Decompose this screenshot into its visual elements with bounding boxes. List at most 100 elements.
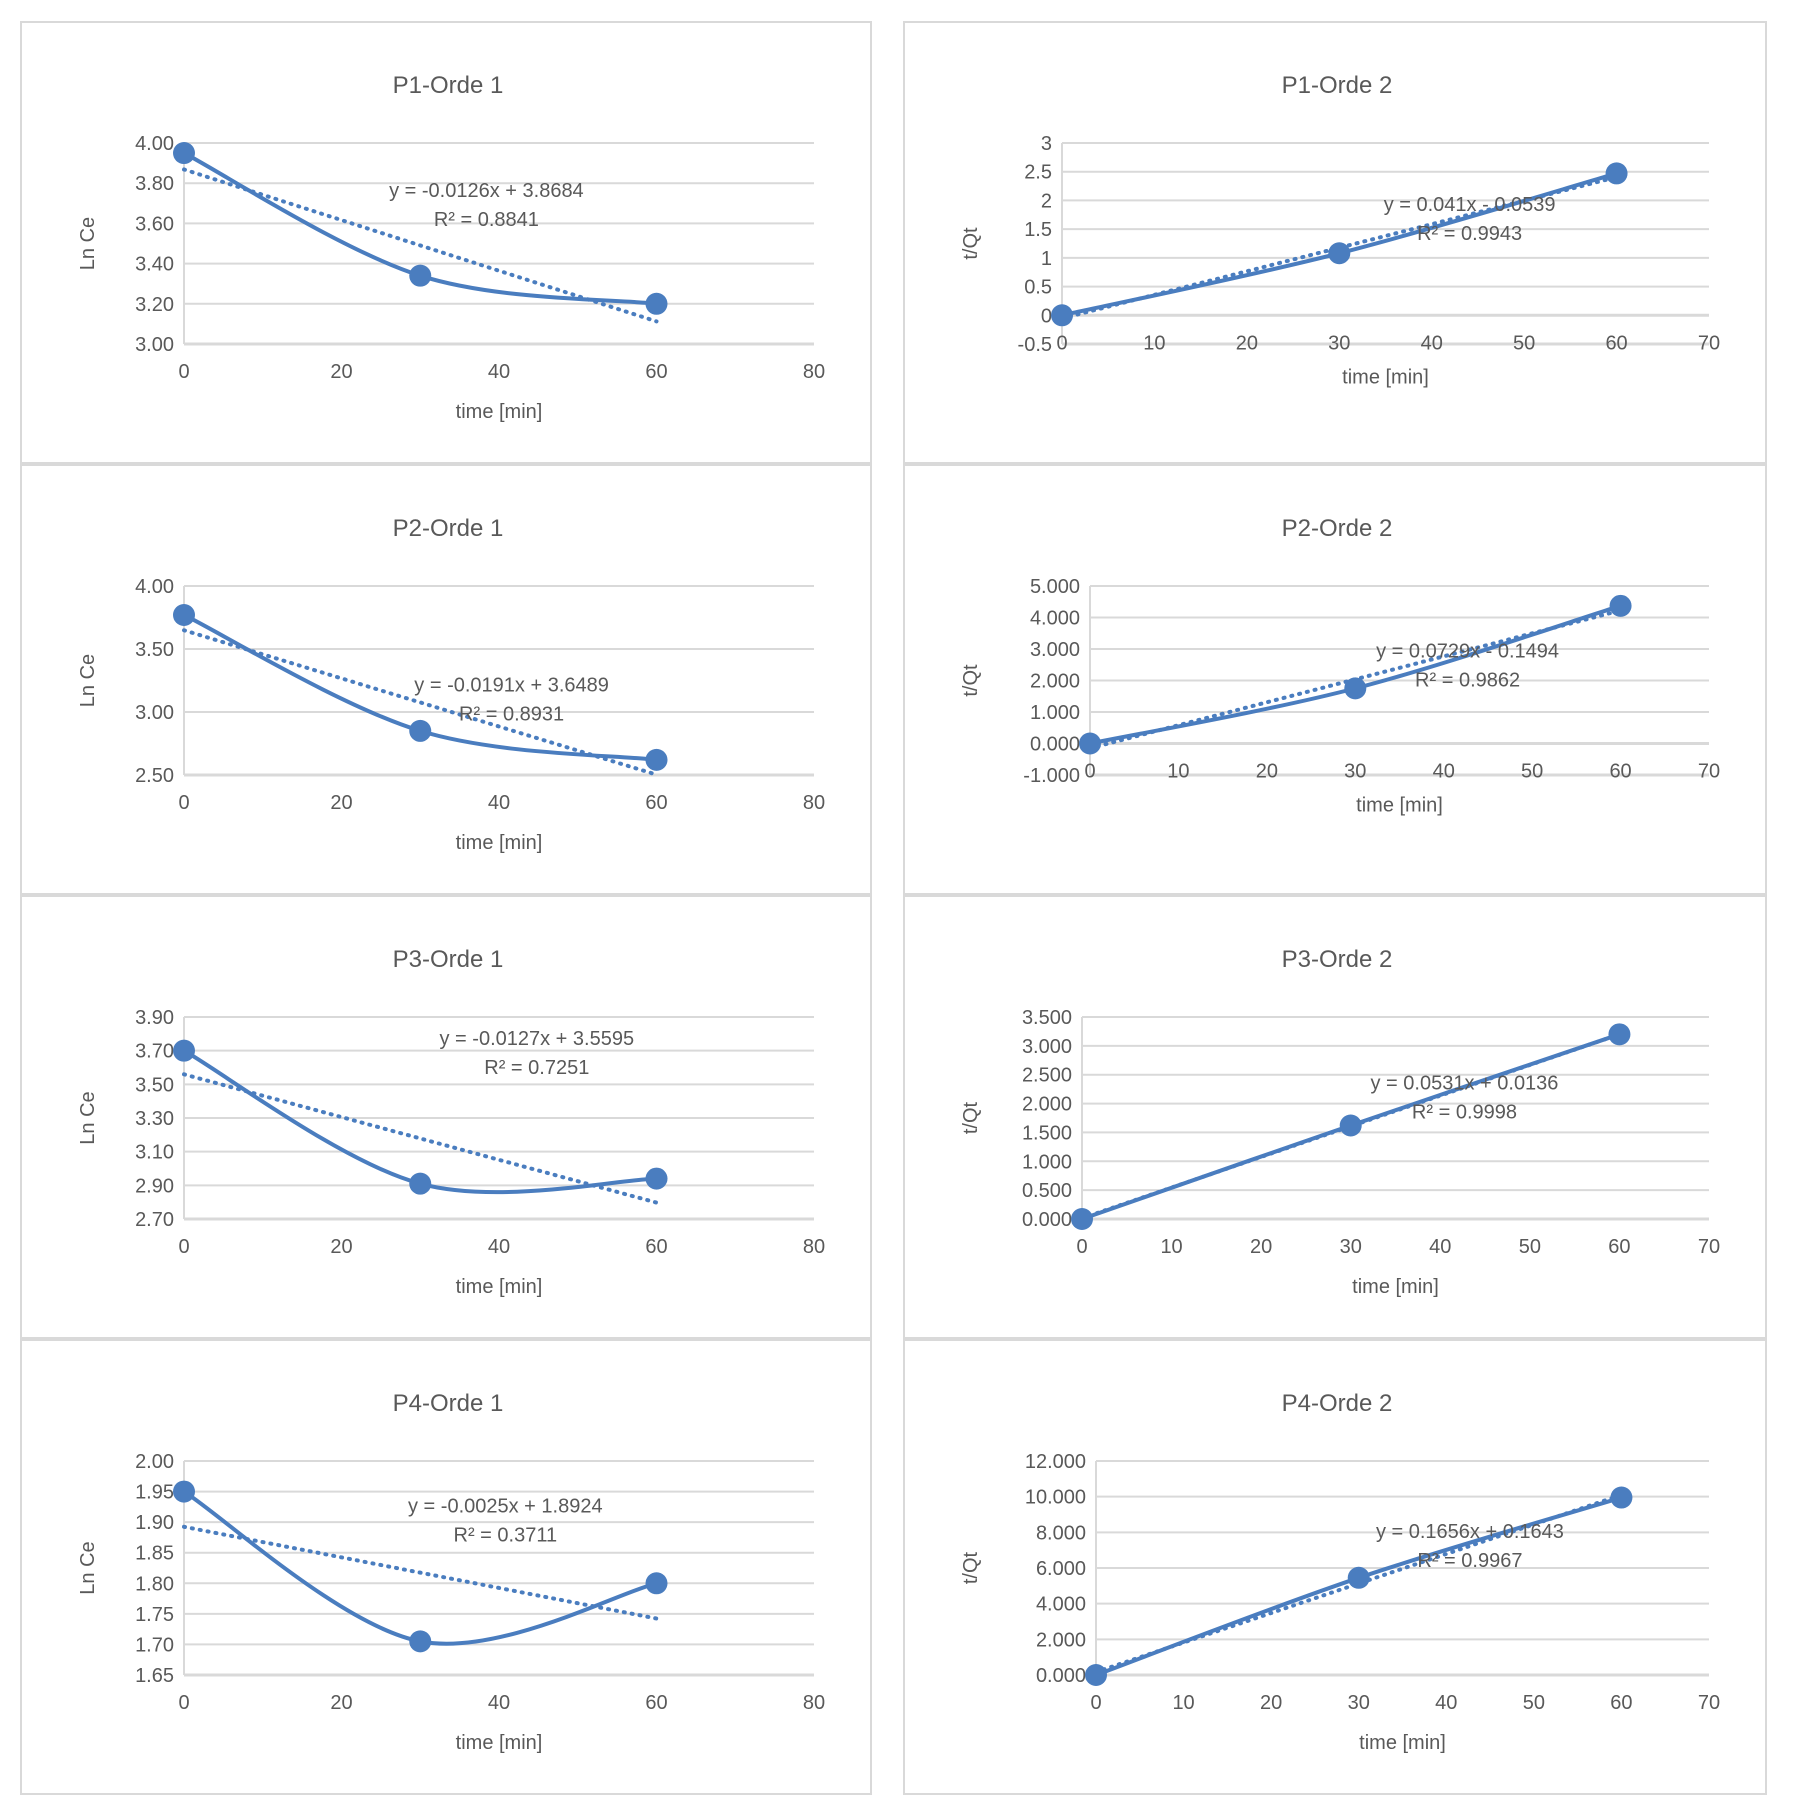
y-tick-label: 6.000 <box>1036 1558 1086 1580</box>
x-tick-label: 20 <box>1236 332 1258 354</box>
y-tick-label: 2.000 <box>1036 1629 1086 1651</box>
y-tick-label: 3 <box>1041 133 1052 155</box>
trendline-equation: y = 0.0531x + 0.0136 <box>1371 1072 1559 1094</box>
y-tick-label: 3.20 <box>135 294 174 316</box>
data-point <box>1344 677 1367 700</box>
chart-title: P4-Orde 2 <box>1282 1390 1393 1417</box>
x-tick-label: 60 <box>1609 761 1631 783</box>
data-point <box>409 1172 432 1195</box>
x-axis-title: time [min] <box>456 832 543 854</box>
data-point <box>1328 242 1351 265</box>
y-tick-label: 3.40 <box>135 254 174 276</box>
x-tick-label: 10 <box>1160 1236 1182 1258</box>
x-tick-label: 50 <box>1521 761 1543 783</box>
y-tick-label: -0.5 <box>1018 334 1052 356</box>
x-tick-label: 0 <box>1056 332 1067 354</box>
chart-panel: P1-Orde 2 -0.5 0 0.5 1 1.5 2 2.5 3 0 10 20 30 40 50 60 7… <box>903 21 1767 464</box>
x-tick-label: 50 <box>1523 1692 1545 1714</box>
x-tick-label: 80 <box>803 1692 825 1714</box>
trendline <box>182 1072 659 1205</box>
x-axis-title: time [min] <box>456 1276 543 1298</box>
trendline <box>182 628 659 777</box>
data-point <box>1347 1566 1370 1589</box>
x-tick-label: 0 <box>1084 761 1095 783</box>
y-tick-label: 2.50 <box>135 765 174 787</box>
x-tick-label: 70 <box>1698 1692 1720 1714</box>
chart-panel: P3-Orde 1 2.70 2.90 3.10 3.30 3.50 3.70 3.90 0 20… <box>20 895 872 1339</box>
y-tick-label: 5.000 <box>1030 576 1080 598</box>
y-tick-label: 0.500 <box>1022 1180 1072 1202</box>
chart-title: P1-Orde 2 <box>1282 72 1393 99</box>
x-tick-label: 40 <box>1421 332 1443 354</box>
y-tick-label: 4.00 <box>135 133 174 155</box>
x-tick-label: 10 <box>1167 761 1189 783</box>
y-tick-label: 3.00 <box>135 702 174 724</box>
x-tick-label: 0 <box>178 1692 189 1714</box>
x-tick-label: 60 <box>645 792 667 814</box>
trendline-r2: R² = 0.9862 <box>1415 669 1520 691</box>
chart-title: P4-Orde 1 <box>393 1390 504 1417</box>
trendline-r2: R² = 0.9967 <box>1417 1550 1522 1572</box>
x-axis-title: time [min] <box>1359 1732 1446 1754</box>
data-point <box>1608 1023 1631 1046</box>
x-tick-label: 80 <box>803 361 825 383</box>
trendline-r2: R² = 0.7251 <box>484 1057 589 1079</box>
y-tick-label: 1.5 <box>1024 219 1052 241</box>
y-tick-label: 1.90 <box>135 1512 174 1534</box>
y-tick-label: 0 <box>1041 305 1052 327</box>
x-axis-title: time [min] <box>1352 1276 1439 1298</box>
x-tick-label: 0 <box>178 361 189 383</box>
y-tick-label: 0.000 <box>1036 1665 1086 1687</box>
y-tick-label: 2.90 <box>135 1175 174 1197</box>
x-tick-label: 80 <box>803 792 825 814</box>
y-tick-label: 1.80 <box>135 1573 174 1595</box>
x-tick-label: 20 <box>1250 1236 1272 1258</box>
y-tick-label: 3.500 <box>1022 1007 1072 1029</box>
chart-svg: P2-Orde 1 2.50 3.00 3.50 4.00 0 20 40 60 80 time [… <box>77 515 825 854</box>
y-tick-label: 1.65 <box>135 1665 174 1687</box>
trendline-r2: R² = 0.3711 <box>454 1525 558 1547</box>
y-axis-title: t/Qt <box>960 664 982 697</box>
data-point <box>645 1572 668 1595</box>
trendline-equation: y = -0.0191x + 3.6489 <box>414 674 609 696</box>
y-tick-label: 2 <box>1041 190 1052 212</box>
trendline-r2: R² = 0.8841 <box>434 209 539 231</box>
y-tick-label: 1.95 <box>135 1482 174 1504</box>
chart-panel: P4-Orde 1 1.65 1.70 1.75 1.80 1.85 1.90 1.95 2.0… <box>20 1339 872 1795</box>
data-point <box>645 1167 668 1190</box>
y-axis-title: t/Qt <box>960 1551 982 1584</box>
chart-panel: P2-Orde 1 2.50 3.00 3.50 4.00 0 20 40 60 80 time [… <box>20 464 872 895</box>
x-axis-title: time [min] <box>1356 795 1443 817</box>
chart-svg: P3-Orde 2 0.000 0.500 1.000 1.500 2.000 2.500 3… <box>960 946 1720 1298</box>
y-tick-label: 3.000 <box>1030 639 1080 661</box>
y-tick-label: 3.70 <box>135 1041 174 1063</box>
chart-title: P3-Orde 1 <box>393 946 504 973</box>
x-tick-label: 60 <box>1605 332 1627 354</box>
x-tick-label: 50 <box>1519 1236 1541 1258</box>
x-tick-label: 60 <box>645 1692 667 1714</box>
x-axis-title: time [min] <box>456 1732 543 1754</box>
data-point <box>1610 1486 1633 1509</box>
x-tick-label: 30 <box>1348 1692 1370 1714</box>
y-tick-label: 2.000 <box>1022 1094 1072 1116</box>
x-tick-label: 20 <box>1260 1692 1282 1714</box>
y-tick-label: 1 <box>1041 248 1052 270</box>
y-tick-label: 10.000 <box>1025 1487 1086 1509</box>
x-tick-label: 0 <box>1090 1692 1101 1714</box>
y-axis-title: Ln Ce <box>77 1091 99 1144</box>
x-tick-label: 20 <box>330 361 352 383</box>
x-tick-label: 20 <box>330 1236 352 1258</box>
data-point <box>173 1039 195 1062</box>
y-tick-label: 2.5 <box>1024 162 1052 184</box>
trendline-equation: y = -0.0126x + 3.8684 <box>389 180 584 202</box>
y-axis-title: t/Qt <box>960 227 982 260</box>
y-tick-label: 1.000 <box>1022 1151 1072 1173</box>
y-tick-label: 1.000 <box>1030 702 1080 724</box>
y-tick-label: 2.70 <box>135 1209 174 1231</box>
series-line <box>1089 603 1622 746</box>
x-tick-label: 60 <box>645 1236 667 1258</box>
y-tick-label: 1.70 <box>135 1634 174 1656</box>
trendline-equation: y = 0.0729x - 0.1494 <box>1376 640 1559 662</box>
y-tick-label: 3.50 <box>135 639 174 661</box>
data-point <box>173 603 195 626</box>
